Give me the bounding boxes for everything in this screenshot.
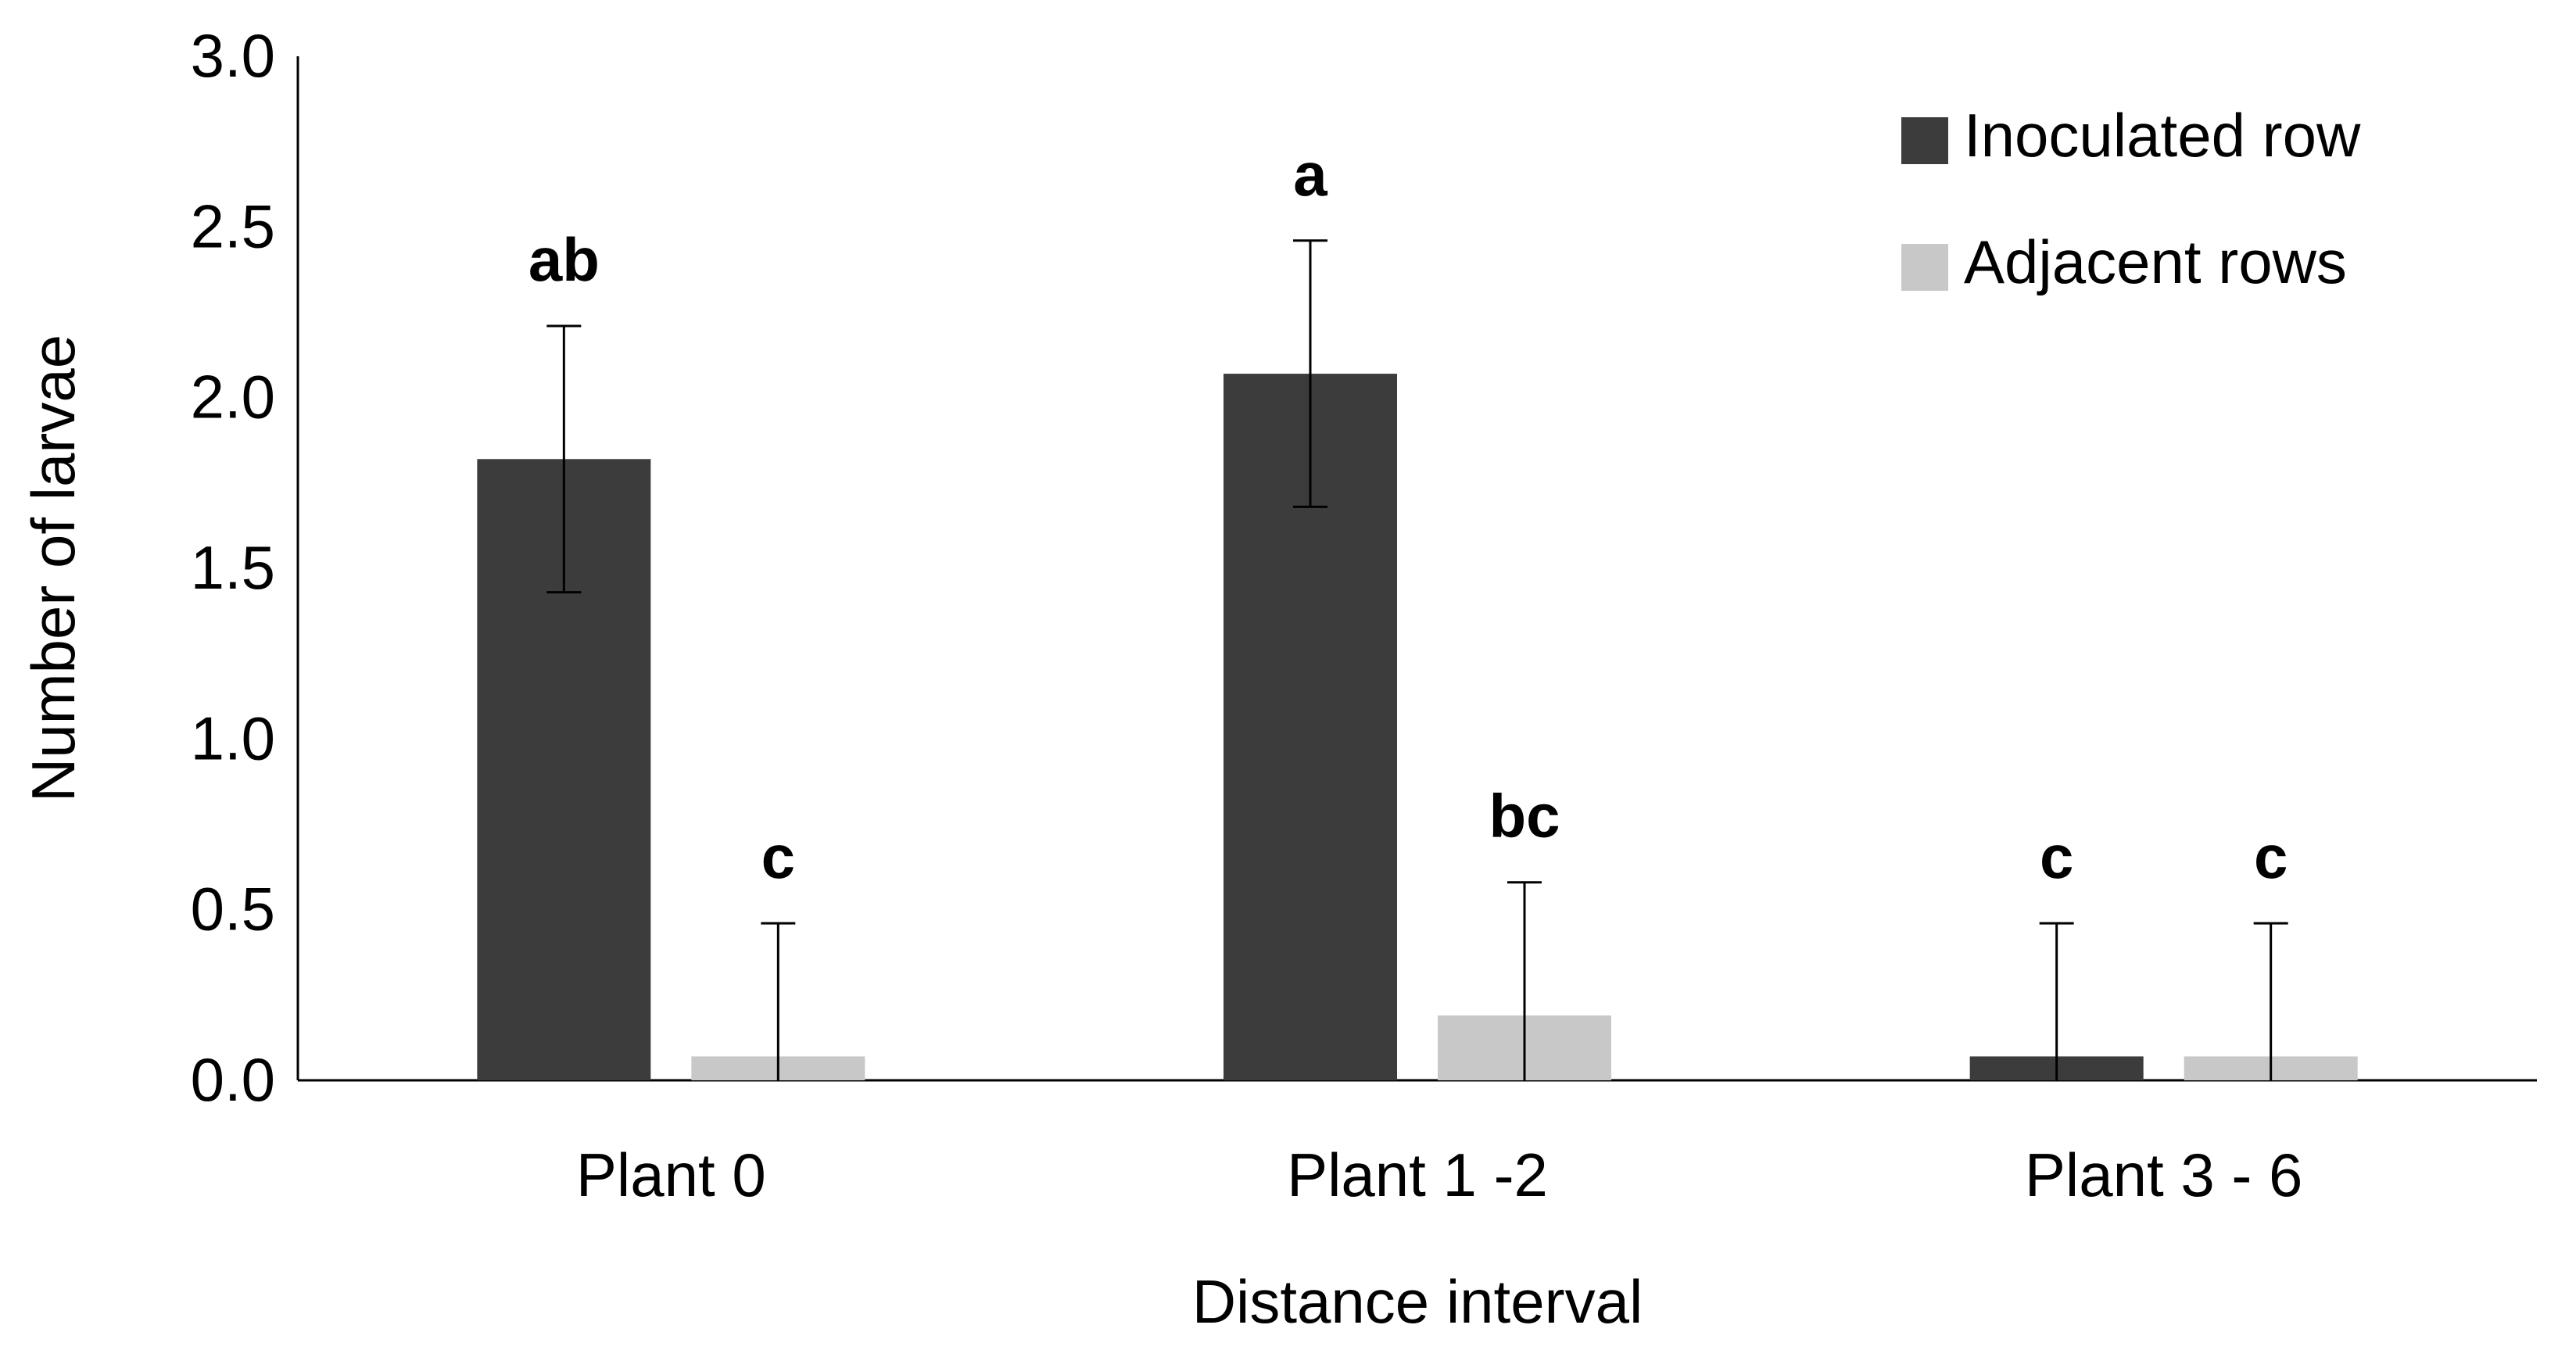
y-tick-label: 0.5 [191, 875, 275, 944]
significance-label: ab [528, 225, 600, 294]
y-axis-title: Number of larvae [19, 335, 88, 802]
y-tick-label: 3.0 [191, 21, 275, 90]
axes-layer: 0.0 0.5 1.0 1.5 2.0 2.5 3.0 [191, 21, 2537, 1114]
x-tick-label: Plant 1 -2 [1287, 1141, 1548, 1209]
bars-layer [477, 239, 2358, 1081]
legend-label-adjacent-rows: Adjacent rows [1964, 227, 2347, 296]
y-tick-label: 2.0 [191, 363, 275, 431]
x-tick-label: Plant 3 - 6 [2025, 1141, 2303, 1209]
x-tick-label: Plant 0 [576, 1141, 766, 1209]
significance-label: c [2040, 822, 2073, 891]
legend: Inoculated row Adjacent rows [1901, 101, 2361, 296]
y-tick-label: 2.5 [191, 192, 275, 260]
significance-label: bc [1489, 782, 1560, 850]
y-tick-label: 1.5 [191, 533, 275, 602]
labels-layer: Number of larvae Distance interval Plant… [19, 140, 2302, 1336]
legend-swatch-inoculated-row [1901, 117, 1948, 164]
legend-label-inoculated-row: Inoculated row [1964, 101, 2361, 170]
significance-label: c [2254, 822, 2288, 891]
significance-label: a [1293, 140, 1327, 209]
x-axis-title: Distance interval [1192, 1267, 1643, 1336]
significance-label: c [761, 822, 795, 891]
legend-swatch-adjacent-rows [1901, 244, 1948, 291]
y-tick-label: 0.0 [191, 1045, 275, 1114]
y-tick-label: 1.0 [191, 704, 275, 772]
